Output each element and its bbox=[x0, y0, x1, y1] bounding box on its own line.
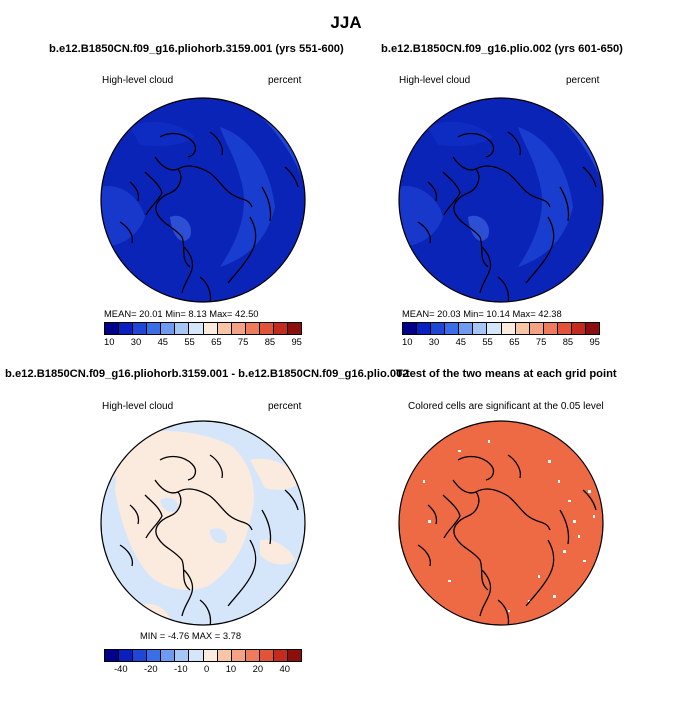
colorbar-swatch bbox=[431, 323, 446, 334]
colorbar-swatch bbox=[119, 650, 134, 661]
colorbar-swatch bbox=[288, 650, 302, 661]
colorbar-swatch bbox=[586, 323, 600, 334]
panel-1-title: b.e12.B1850CN.f09_g16.pliohorb.3159.001 … bbox=[49, 43, 344, 55]
colorbar-swatch bbox=[515, 323, 530, 334]
colorbar-tick-label: 85 bbox=[264, 336, 276, 347]
panel-2-units-label: percent bbox=[566, 75, 600, 86]
colorbar-swatch bbox=[175, 650, 190, 661]
colorbar-swatch bbox=[403, 323, 418, 334]
colorbar-swatch bbox=[288, 323, 302, 334]
panel-2-map bbox=[398, 97, 604, 303]
colorbar-swatch bbox=[529, 323, 544, 334]
colorbar-swatch bbox=[557, 323, 572, 334]
colorbar-swatch bbox=[189, 650, 204, 661]
colorbar-tick-label: 65 bbox=[509, 336, 520, 347]
panel-3-map bbox=[100, 420, 306, 626]
panel-3-units-label: percent bbox=[268, 401, 302, 412]
panel-4-map bbox=[398, 420, 604, 626]
panel-2-stats: MEAN= 20.03 Min= 10.14 Max= 42.38 bbox=[402, 308, 562, 319]
panel-1-units-label: percent bbox=[268, 75, 302, 86]
panel-1-map bbox=[100, 97, 306, 303]
colorbar-tick-label: 75 bbox=[237, 336, 249, 347]
colorbar-swatch bbox=[175, 323, 190, 334]
colorbar-swatch bbox=[259, 650, 274, 661]
colorbar-tick-label: 45 bbox=[157, 336, 168, 347]
panel-2-title: b.e12.B1850CN.f09_g16.plio.002 (yrs 601-… bbox=[381, 43, 623, 55]
colorbar-swatch bbox=[217, 650, 232, 661]
colorbar-swatch bbox=[259, 323, 274, 334]
panel-4-significance-label: Colored cells are significant at the 0.0… bbox=[408, 401, 604, 412]
panel-3-title: b.e12.B1850CN.f09_g16.pliohorb.3159.001 … bbox=[5, 368, 409, 380]
colorbar-tick-label: 75 bbox=[535, 336, 547, 347]
colorbar-swatch bbox=[501, 323, 516, 334]
colorbar-tick-label: -40 bbox=[114, 663, 128, 674]
colorbar-swatch bbox=[231, 323, 246, 334]
panel-3-stats: MIN = -4.76 MAX = 3.78 bbox=[140, 630, 242, 641]
colorbar-swatch bbox=[203, 323, 218, 334]
colorbar-swatch bbox=[133, 323, 148, 334]
colorbar-tick-label: 0 bbox=[204, 663, 210, 674]
panel-1-colorbar-ticks: 10 30 45 55 65 75 85 95 bbox=[104, 336, 302, 347]
colorbar-swatch bbox=[105, 323, 120, 334]
colorbar-tick-label: 95 bbox=[291, 336, 302, 347]
panel-2-colorbar-ticks: 10 30 45 55 65 75 85 95 bbox=[402, 336, 600, 347]
colorbar-swatch bbox=[417, 323, 432, 334]
colorbar-tick-label: 10 bbox=[225, 663, 237, 674]
panel-2-colorbar bbox=[402, 322, 600, 335]
panel-1-stats: MEAN= 20.01 Min= 8.13 Max= 42.50 bbox=[104, 308, 259, 319]
colorbar-tick-label: 10 bbox=[104, 336, 115, 347]
colorbar-swatch bbox=[147, 323, 162, 334]
colorbar-swatch bbox=[473, 323, 488, 334]
panel-4-title: T-test of the two means at each grid poi… bbox=[396, 368, 617, 380]
colorbar-swatch bbox=[543, 323, 558, 334]
colorbar-tick-label: 30 bbox=[428, 336, 440, 347]
colorbar-swatch bbox=[459, 323, 474, 334]
colorbar-swatch bbox=[217, 323, 232, 334]
colorbar-swatch bbox=[245, 323, 260, 334]
colorbar-tick-label: 95 bbox=[589, 336, 600, 347]
colorbar-swatch bbox=[231, 650, 246, 661]
colorbar-tick-label: -20 bbox=[144, 663, 158, 674]
colorbar-tick-label: 20 bbox=[252, 663, 264, 674]
colorbar-tick-label: 30 bbox=[130, 336, 142, 347]
colorbar-swatch bbox=[273, 323, 289, 334]
colorbar-swatch bbox=[245, 650, 260, 661]
colorbar-swatch bbox=[203, 650, 218, 661]
colorbar-tick-label: 40 bbox=[279, 663, 290, 674]
panel-3-variable-label: High-level cloud bbox=[102, 401, 174, 412]
colorbar-tick-label: 85 bbox=[562, 336, 574, 347]
figure-title: JJA bbox=[330, 13, 362, 32]
colorbar-tick-label: 45 bbox=[455, 336, 466, 347]
colorbar-tick-label: 55 bbox=[482, 336, 493, 347]
colorbar-tick-label: 10 bbox=[402, 336, 413, 347]
colorbar-swatch bbox=[189, 323, 204, 334]
panel-1-variable-label: High-level cloud bbox=[102, 75, 174, 86]
colorbar-tick-label: -10 bbox=[174, 663, 188, 674]
colorbar-swatch bbox=[571, 323, 587, 334]
colorbar-swatch bbox=[487, 323, 502, 334]
panel-3-colorbar bbox=[104, 649, 302, 662]
colorbar-swatch bbox=[105, 650, 120, 661]
colorbar-tick-label: 65 bbox=[211, 336, 222, 347]
colorbar-swatch bbox=[273, 650, 289, 661]
panel-2-variable-label: High-level cloud bbox=[399, 75, 471, 86]
panel-1-colorbar bbox=[104, 322, 302, 335]
colorbar-swatch bbox=[119, 323, 134, 334]
colorbar-swatch bbox=[445, 323, 460, 334]
colorbar-swatch bbox=[161, 650, 176, 661]
panel-3-colorbar-ticks: -40 -20 -10 0 10 20 40 bbox=[114, 663, 290, 674]
colorbar-swatch bbox=[133, 650, 148, 661]
colorbar-tick-label: 55 bbox=[184, 336, 195, 347]
colorbar-swatch bbox=[147, 650, 162, 661]
colorbar-swatch bbox=[161, 323, 176, 334]
